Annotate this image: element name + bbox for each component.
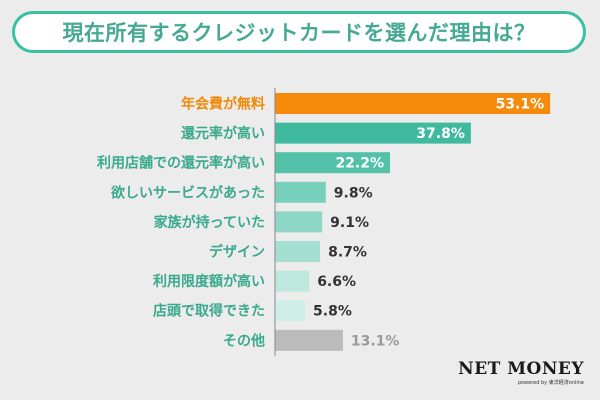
bar xyxy=(275,329,343,351)
category-label: その他 xyxy=(223,332,265,349)
category-label: 店頭で取得できた xyxy=(153,303,265,320)
value-label: 13.1% xyxy=(351,333,400,349)
value-label: 22.2% xyxy=(335,156,384,172)
chart-title: 現在所有するクレジットカードを選んだ理由は？ xyxy=(62,21,536,45)
title-box: 現在所有するクレジットカードを選んだ理由は？ xyxy=(12,11,586,53)
value-label: 37.8% xyxy=(416,126,465,142)
bar xyxy=(275,122,471,144)
value-label: 6.6% xyxy=(317,274,356,290)
bar xyxy=(275,270,310,292)
category-label: 還元率が高い xyxy=(181,125,265,142)
value-label: 5.8% xyxy=(313,304,352,320)
value-label: 53.1% xyxy=(496,97,545,113)
category-label: 利用店舗での還元率が高い xyxy=(97,155,265,172)
category-label: デザイン xyxy=(209,244,265,261)
bar xyxy=(275,93,551,114)
value-label: 8.7% xyxy=(328,245,367,261)
value-label: 9.8% xyxy=(334,185,373,201)
logo-sub-text: powered by 東洋経済online xyxy=(517,380,584,386)
category-label: 年会費が無料 xyxy=(181,96,265,113)
category-label: 欲しいサービスがあった xyxy=(110,184,265,201)
net-money-logo: NET MONEY powered by 東洋経済online xyxy=(458,359,584,387)
bar xyxy=(275,300,306,322)
logo-main-text: NET MONEY xyxy=(458,359,584,379)
bar xyxy=(275,211,323,233)
bar xyxy=(275,241,321,262)
value-label: 9.1% xyxy=(330,215,369,231)
bar xyxy=(275,181,326,203)
bar xyxy=(275,152,391,174)
category-label: 家族が持っていた xyxy=(154,214,265,231)
category-label: 利用限度額が高い xyxy=(153,273,265,290)
